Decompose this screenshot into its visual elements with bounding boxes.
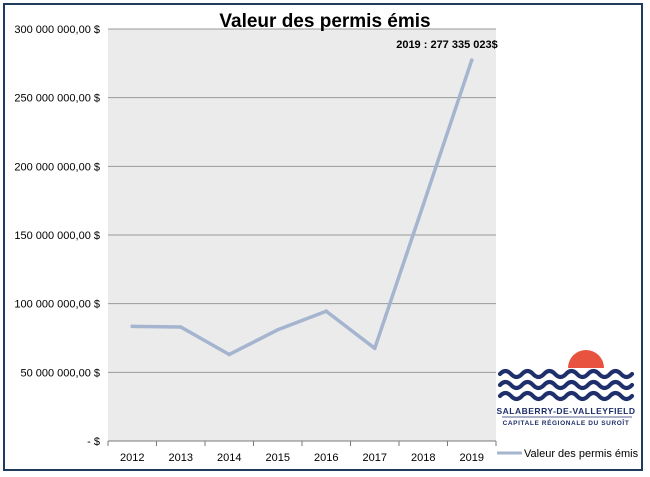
legend: Valeur des permis émis [497, 448, 639, 460]
x-tick-label: 2014 [217, 452, 241, 464]
y-tick-label: 100 000 000,00 $ [14, 299, 100, 311]
wave-stroke [497, 390, 635, 402]
y-tick-label: 200 000 000,00 $ [14, 161, 100, 173]
data-point [324, 309, 329, 314]
logo-name: SALABERRY-DE-VALLEYFIELD [496, 406, 635, 416]
logo-tagline: CAPITALE RÉGIONALE DU SUROÎT [503, 418, 630, 427]
y-tick-label: 50 000 000,00 $ [20, 367, 100, 379]
y-tick-label: 250 000 000,00 $ [14, 93, 100, 105]
data-point [469, 58, 474, 62]
x-tick-label: 2013 [169, 452, 193, 464]
data-point [130, 324, 135, 329]
chart-title: Valeur des permis émis [219, 11, 430, 32]
data-point [421, 202, 426, 207]
x-tick-label: 2015 [266, 452, 290, 464]
y-tick-label: 150 000 000,00 $ [14, 230, 100, 242]
gridlines [108, 28, 496, 373]
x-tick-label: 2017 [363, 452, 387, 464]
data-label-2019: 2019 : 277 335 023$ [396, 39, 498, 51]
data-point [178, 325, 183, 329]
data-point [275, 327, 280, 332]
legend-label: Valeur des permis émis [524, 448, 639, 460]
wave-stroke [497, 379, 635, 391]
y-tick-label: - $ [87, 436, 100, 448]
data-point [227, 352, 232, 357]
series-line [130, 58, 474, 357]
x-tick-label: 2019 [460, 452, 484, 464]
x-tick-label: 2012 [120, 452, 144, 464]
y-tick-label: 300 000 000,00 $ [14, 24, 100, 36]
y-axis-ticks: - $ 50 000 000,00 $ 100 000 000,00 $ 150 00… [14, 24, 100, 448]
waves-icon [497, 368, 635, 418]
series-group [130, 58, 474, 357]
x-tick-label: 2016 [314, 452, 338, 464]
wave-stroke [497, 368, 635, 380]
data-point [372, 346, 377, 351]
x-axis-ticks: 2012 2013 2014 2015 2016 2017 2018 2019 [107, 441, 497, 464]
city-logo: SALABERRY-DE-VALLEYFIELD CAPITALE RÉGION… [496, 350, 635, 427]
x-tick-label: 2018 [411, 452, 435, 464]
